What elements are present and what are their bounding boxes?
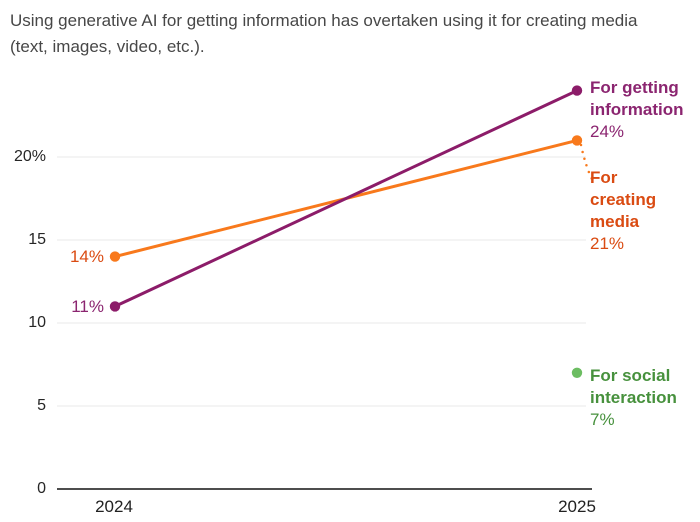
data-point-marker-1	[571, 135, 583, 146]
chart-title: Using generative AI for getting informat…	[10, 8, 690, 60]
series-name-creating-media: For creating media	[590, 168, 657, 231]
series-value-getting-information: 24%	[590, 122, 625, 141]
x-tick-2024: 2024	[95, 497, 133, 516]
series-name-getting-information: For getting information	[590, 78, 684, 119]
data-point-marker-0	[571, 85, 583, 96]
leader-line-creating-media	[579, 143, 595, 183]
value-label-getting-information-2024: 11%	[71, 297, 104, 316]
series-value-social-interaction: 7%	[590, 410, 615, 429]
chart-title-line1: Using generative AI for getting informat…	[10, 11, 638, 30]
x-tick-2025: 2025	[558, 497, 596, 516]
series-line-0	[113, 89, 579, 308]
y-tick-10: 10	[28, 314, 46, 331]
series-label-getting-information: For getting information 24%	[590, 77, 698, 143]
chart-title-line2: (text, images, video, etc.).	[10, 37, 205, 56]
data-point-marker-2	[571, 367, 583, 378]
series-label-social-interaction: For social interaction 7%	[590, 365, 690, 431]
series-name-social-interaction: For social interaction	[590, 366, 677, 407]
y-tick-0: 0	[37, 480, 46, 497]
series-label-creating-media: For creating media 21%	[590, 167, 670, 255]
y-tick-20: 20%	[13, 148, 46, 165]
y-tick-5: 5	[37, 397, 46, 414]
y-tick-15: 15	[28, 231, 46, 248]
data-point-marker-1	[109, 251, 121, 262]
data-point-marker-0	[109, 301, 121, 312]
series-value-creating-media: 21%	[590, 234, 625, 253]
value-label-creating-media-2024: 14%	[69, 247, 104, 266]
